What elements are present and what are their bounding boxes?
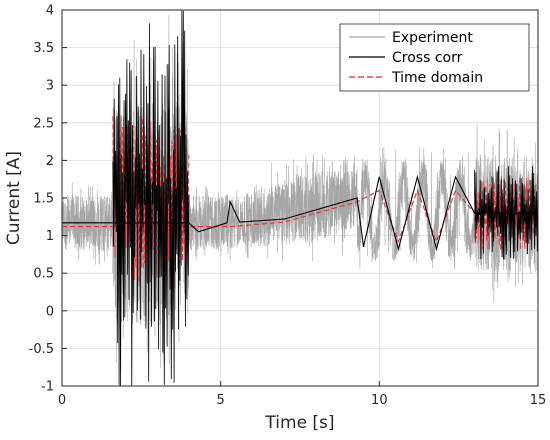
y-tick-label: 0 <box>46 304 54 319</box>
time-domain-trend <box>62 188 538 244</box>
y-tick-label: 4 <box>46 4 54 19</box>
x-tick-label: 0 <box>58 393 66 408</box>
legend-label-cross-corr: Cross corr <box>392 50 463 66</box>
experiment-segment <box>188 185 231 262</box>
experiment-segment <box>474 124 538 304</box>
time-domain-band <box>112 115 190 289</box>
cross-corr-band <box>474 165 538 260</box>
legend-label-experiment: Experiment <box>392 30 473 46</box>
y-tick-label: 0.5 <box>33 267 54 282</box>
y-axis-label: Current [A] <box>4 151 24 245</box>
cross-corr-trend <box>62 174 538 252</box>
legend: Experiment Cross corr Time domain <box>339 23 530 92</box>
experiment-segment <box>62 181 114 265</box>
ticks: 0 5 10 15 -1 -0.5 0 0.5 1 1.5 2 2.5 3 3.5 4 <box>29 4 547 409</box>
y-tick-label: 2 <box>46 154 54 169</box>
x-tick-label: 5 <box>217 393 225 408</box>
series-cross-corr <box>62 10 538 386</box>
y-tick-label: 2.5 <box>33 116 54 131</box>
cross-corr-band <box>112 10 190 386</box>
y-tick-label: 1.5 <box>33 192 54 207</box>
y-tick-label: -0.5 <box>29 342 54 357</box>
y-tick-label: 3 <box>46 79 54 94</box>
x-tick-label: 10 <box>371 393 388 408</box>
plot-area <box>62 10 538 386</box>
experiment-segment <box>356 146 475 270</box>
y-tick-label: -1 <box>41 380 54 395</box>
y-tick-label: 1 <box>46 229 54 244</box>
x-tick-label: 15 <box>530 393 547 408</box>
experiment-segment <box>229 154 358 262</box>
series-experiment <box>62 14 538 385</box>
x-axis-label: Time [s] <box>264 413 334 433</box>
legend-label-time-domain: Time domain <box>391 70 483 86</box>
y-tick-label: 3.5 <box>33 41 54 56</box>
